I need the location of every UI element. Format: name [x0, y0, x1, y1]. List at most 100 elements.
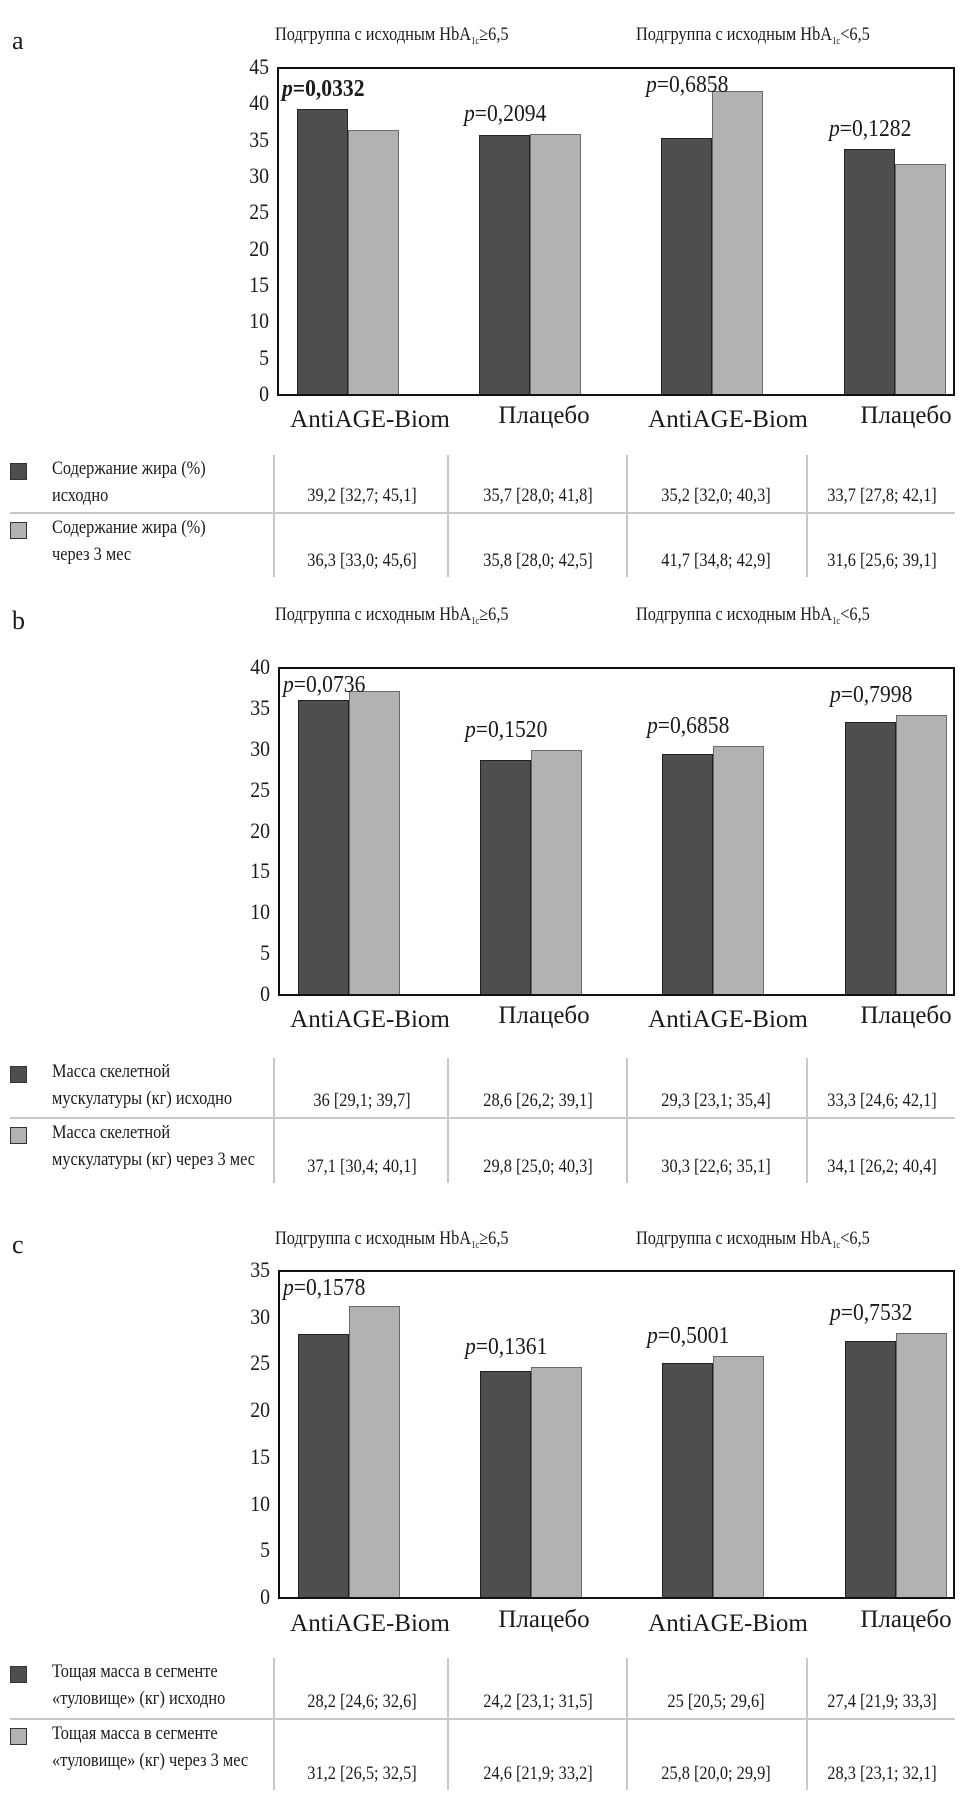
- p-value-label: p=0,1361: [465, 1335, 547, 1359]
- y-tick-label: 40: [249, 90, 269, 116]
- bar-baseline: [662, 754, 713, 994]
- table-row-label-line: Тощая масса в сегменте: [52, 1661, 218, 1682]
- x-category-label: Плацебо: [860, 402, 952, 429]
- subgroup-header-low: Подгруппа с исходным HbA1c<6,5: [636, 605, 870, 627]
- x-category-label: Плацебо: [498, 402, 590, 429]
- table-cell: 37,1 [30,4; 40,1]: [307, 1156, 417, 1177]
- y-tick-label: 35: [250, 1257, 270, 1282]
- p-symbol: p: [829, 116, 840, 143]
- table-column-divider: [626, 1058, 628, 1183]
- p-value-text: =0,7998: [840, 682, 913, 709]
- table-row-label-line: Содержание жира (%): [52, 458, 206, 479]
- table-cell: 25 [20,5; 29,6]: [667, 1691, 765, 1712]
- panel-label: c: [12, 1230, 24, 1259]
- subgroup-header-subscript: 1c: [471, 1240, 480, 1251]
- subgroup-header-text: Подгруппа с исходным HbA: [275, 24, 472, 45]
- subgroup-header-high: Подгруппа с исходным HbA1c≥6,5: [275, 1229, 509, 1251]
- table-cell: 33,3 [24,6; 42,1]: [827, 1090, 937, 1111]
- x-category-label: AntiAGE-Biom: [290, 1610, 450, 1637]
- y-tick-label: 35: [249, 126, 269, 152]
- y-tick-label: 20: [249, 235, 269, 261]
- table-cell: 31,2 [26,5; 32,5]: [307, 1763, 417, 1784]
- p-value-text: =0,0332: [292, 76, 365, 103]
- x-category-label: AntiAGE-Biom: [290, 1006, 450, 1033]
- p-value-text: =0,7532: [840, 1299, 913, 1326]
- p-value-text: =0,2094: [474, 100, 547, 127]
- plot-frame: [277, 67, 955, 396]
- table-row-label: Масса скелетной мускулатуры (кг) исходно: [52, 1058, 232, 1112]
- table-cell: 28,2 [24,6; 32,6]: [307, 1691, 417, 1712]
- table-cell: 30,3 [22,6; 35,1]: [661, 1156, 771, 1177]
- subgroup-header-subscript: 1c: [471, 36, 480, 47]
- bar-follow-up: [713, 1355, 764, 1597]
- table-cell: 27,4 [21,9; 33,3]: [827, 1691, 937, 1712]
- table-row-label-line: «туловище» (кг) через 3 мес: [52, 1750, 249, 1771]
- y-tick-label: 10: [250, 899, 270, 925]
- table-row-label: Содержание жира (%) исходно: [52, 455, 206, 509]
- bar-baseline: [298, 1333, 349, 1597]
- legend-swatch-baseline: [10, 1066, 27, 1083]
- p-value-label: p=0,6858: [647, 714, 729, 738]
- p-symbol: p: [830, 682, 841, 709]
- subgroup-header-subscript: 1c: [832, 36, 841, 47]
- table-row-label: Масса скелетной мускулатуры (кг) через 3 …: [52, 1119, 255, 1173]
- y-tick-label: 10: [249, 308, 269, 334]
- subgroup-header-low: Подгруппа с исходным HbA1c<6,5: [636, 25, 870, 47]
- bar-baseline: [298, 699, 349, 994]
- p-symbol: p: [464, 100, 475, 127]
- y-tick-label: 5: [260, 940, 270, 966]
- bar-follow-up: [713, 746, 764, 994]
- table-column-divider: [447, 1658, 449, 1790]
- y-tick-label: 15: [250, 1443, 270, 1469]
- subgroup-header-text: Подгруппа с исходным HbA: [636, 604, 833, 625]
- y-tick-label: 15: [250, 858, 270, 884]
- bar-follow-up: [896, 1332, 947, 1597]
- p-symbol: p: [647, 713, 658, 740]
- x-category-label: AntiAGE-Biom: [648, 1610, 808, 1637]
- table-cell: 29,8 [25,0; 40,3]: [483, 1156, 593, 1177]
- subgroup-header-subscript: 1c: [832, 1240, 841, 1251]
- bar-baseline: [845, 1341, 896, 1597]
- bar-baseline: [844, 149, 895, 394]
- p-symbol: p: [830, 1299, 841, 1326]
- table-column-divider: [273, 1058, 275, 1183]
- bar-follow-up: [895, 164, 946, 394]
- p-value-label: p=0,0332: [282, 77, 365, 101]
- table-cell: 24,6 [21,9; 33,2]: [483, 1763, 593, 1784]
- x-category-label: Плацебо: [860, 1606, 952, 1633]
- table-row-label-line: мускулатуры (кг) исходно: [52, 1088, 233, 1109]
- table-cell: 28,6 [26,2; 39,1]: [483, 1090, 593, 1111]
- panel-label: a: [12, 26, 24, 55]
- y-tick-label: 0: [260, 981, 270, 1006]
- p-symbol: p: [282, 76, 293, 103]
- legend-swatch-follow-up: [10, 522, 27, 539]
- table-column-divider: [806, 1658, 808, 1790]
- p-value-text: =0,6858: [656, 72, 729, 98]
- x-category-label: Плацебо: [498, 1606, 590, 1633]
- bar-follow-up: [530, 133, 581, 394]
- subgroup-header-threshold: ≥6,5: [479, 604, 509, 625]
- bar-follow-up: [531, 1367, 582, 1597]
- p-value-text: =0,5001: [657, 1322, 730, 1349]
- bar-baseline: [479, 134, 530, 394]
- bar-follow-up: [349, 1305, 400, 1597]
- bar-baseline: [480, 760, 531, 994]
- subgroup-header-threshold: <6,5: [840, 24, 870, 45]
- table-cell: 25,8 [20,0; 29,9]: [661, 1763, 771, 1784]
- p-symbol: p: [465, 1334, 476, 1361]
- y-tick-label: 5: [259, 344, 269, 370]
- p-value-text: =0,1361: [475, 1334, 548, 1361]
- table-row-label-line: Содержание жира (%): [52, 517, 206, 538]
- table-cell: 35,7 [28,0; 41,8]: [483, 485, 593, 506]
- p-symbol: p: [465, 717, 476, 744]
- table-cell: 35,8 [28,0; 42,5]: [483, 550, 593, 571]
- y-tick-label: 15: [249, 272, 269, 297]
- p-value-label: p=0,2094: [464, 102, 546, 126]
- p-symbol: p: [283, 1275, 294, 1301]
- table-row-label-line: Масса скелетной: [52, 1122, 171, 1143]
- table-cell: 36 [29,1; 39,7]: [313, 1090, 411, 1111]
- x-category-label: AntiAGE-Biom: [290, 406, 450, 433]
- p-value-label: p=0,0736: [283, 673, 365, 697]
- table-cell: 31,6 [25,6; 39,1]: [827, 550, 937, 571]
- table-row-label-line: «туловище» (кг) исходно: [52, 1688, 226, 1709]
